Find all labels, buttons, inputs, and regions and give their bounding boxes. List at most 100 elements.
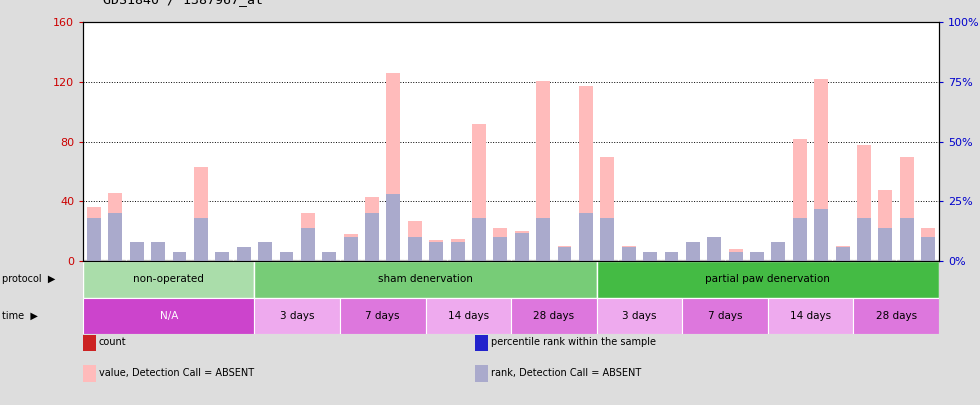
Text: partial paw denervation: partial paw denervation	[706, 275, 830, 284]
Bar	[87, 218, 101, 261]
Text: sham denervation: sham denervation	[378, 275, 473, 284]
Bar	[643, 252, 657, 261]
Bar	[750, 252, 764, 261]
Text: percentile rank within the sample: percentile rank within the sample	[491, 337, 656, 347]
Bar	[344, 234, 358, 261]
Bar	[601, 157, 614, 261]
Text: 3 days: 3 days	[280, 311, 315, 321]
Bar	[836, 246, 850, 261]
Bar	[514, 232, 529, 261]
Bar	[621, 247, 636, 261]
Bar	[151, 251, 165, 261]
Bar	[237, 247, 251, 261]
Bar	[194, 218, 208, 261]
Bar	[708, 237, 721, 261]
Text: 7 days: 7 days	[366, 311, 400, 321]
Bar	[194, 167, 208, 261]
Bar	[750, 254, 764, 261]
Bar	[451, 239, 465, 261]
Bar	[493, 237, 508, 261]
Bar	[237, 252, 251, 261]
Bar	[258, 242, 272, 261]
Bar	[536, 81, 550, 261]
Bar	[129, 251, 144, 261]
Bar	[109, 192, 122, 261]
Bar	[258, 249, 272, 261]
Text: 14 days: 14 days	[448, 311, 489, 321]
Bar	[279, 252, 293, 261]
Bar	[514, 231, 529, 261]
Bar	[340, 298, 425, 334]
Bar	[814, 79, 828, 261]
Bar	[921, 228, 935, 261]
Bar	[729, 252, 743, 261]
Bar	[858, 145, 871, 261]
Bar	[301, 228, 315, 261]
Bar	[493, 228, 508, 261]
Bar	[366, 197, 379, 261]
Bar	[878, 228, 893, 261]
Bar	[255, 298, 340, 334]
Text: non-operated: non-operated	[133, 275, 204, 284]
Bar	[771, 242, 785, 261]
Bar	[472, 124, 486, 261]
Bar	[151, 242, 165, 261]
Bar	[386, 194, 401, 261]
Bar	[643, 254, 657, 261]
Bar	[558, 247, 571, 261]
Bar	[900, 218, 913, 261]
Bar	[172, 255, 186, 261]
Bar	[408, 221, 421, 261]
Text: 28 days: 28 days	[533, 311, 574, 321]
Text: rank, Detection Call = ABSENT: rank, Detection Call = ABSENT	[491, 368, 641, 377]
Bar	[621, 246, 636, 261]
Bar	[579, 213, 593, 261]
Bar	[686, 242, 700, 261]
Text: 14 days: 14 days	[790, 311, 831, 321]
Bar	[878, 190, 893, 261]
Bar	[536, 218, 550, 261]
Bar	[429, 240, 443, 261]
Text: N/A: N/A	[160, 311, 178, 321]
Bar	[767, 298, 854, 334]
Text: count: count	[99, 337, 126, 347]
Bar	[597, 298, 682, 334]
Text: GDS1840 / 1387967_at: GDS1840 / 1387967_at	[103, 0, 263, 6]
Bar	[664, 252, 678, 261]
Bar	[579, 87, 593, 261]
Bar	[729, 249, 743, 261]
Bar	[814, 209, 828, 261]
Bar	[216, 254, 229, 261]
Bar	[793, 218, 807, 261]
Bar	[425, 298, 512, 334]
Bar	[472, 218, 486, 261]
Bar	[408, 237, 421, 261]
Bar	[83, 261, 255, 298]
Bar	[386, 73, 401, 261]
Bar	[109, 213, 122, 261]
Bar	[255, 261, 597, 298]
Bar	[900, 157, 913, 261]
Bar	[83, 298, 255, 334]
Bar	[216, 252, 229, 261]
Bar	[708, 243, 721, 261]
Text: value, Detection Call = ABSENT: value, Detection Call = ABSENT	[99, 368, 254, 377]
Bar	[836, 247, 850, 261]
Text: time  ▶: time ▶	[2, 311, 38, 321]
Bar	[664, 252, 678, 261]
Bar	[429, 242, 443, 261]
Text: 28 days: 28 days	[875, 311, 916, 321]
Bar	[366, 213, 379, 261]
Bar	[344, 237, 358, 261]
Bar	[512, 298, 597, 334]
Bar	[682, 298, 767, 334]
Text: 7 days: 7 days	[708, 311, 742, 321]
Bar	[87, 207, 101, 261]
Bar	[172, 252, 186, 261]
Bar	[322, 252, 336, 261]
Bar	[771, 246, 785, 261]
Bar	[322, 254, 336, 261]
Bar	[279, 252, 293, 261]
Bar	[597, 261, 939, 298]
Bar	[686, 249, 700, 261]
